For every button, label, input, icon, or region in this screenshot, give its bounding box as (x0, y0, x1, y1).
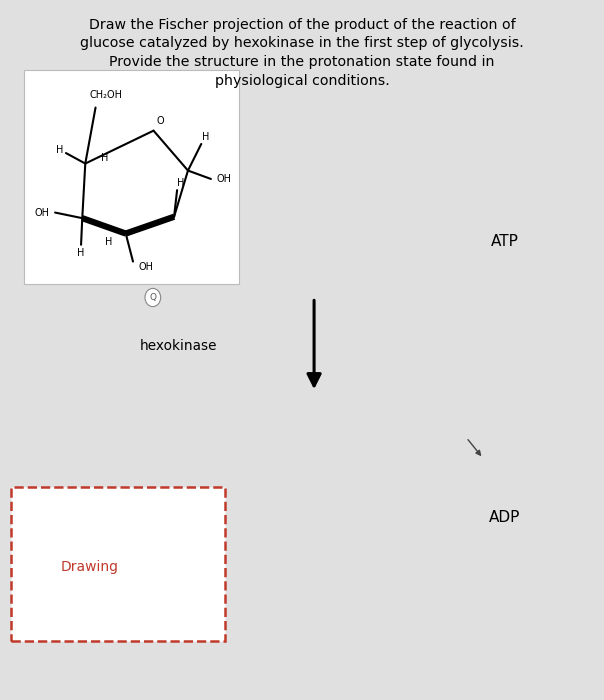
Text: H: H (177, 178, 184, 188)
Text: H: H (77, 248, 85, 258)
Text: H: H (56, 145, 63, 155)
Text: H: H (101, 153, 108, 163)
Text: hexokinase: hexokinase (140, 340, 217, 354)
Text: H: H (202, 132, 210, 142)
Text: ADP: ADP (489, 510, 520, 526)
Text: Q: Q (149, 293, 156, 302)
Text: H: H (104, 237, 112, 247)
Text: CH₂OH: CH₂OH (90, 90, 123, 100)
FancyBboxPatch shape (24, 70, 239, 284)
Bar (11, 486, 225, 640)
Text: ATP: ATP (490, 234, 518, 249)
Text: OH: OH (139, 262, 154, 272)
Text: Drawing: Drawing (60, 560, 118, 574)
Text: Draw the Fischer projection of the product of the reaction of
glucose catalyzed : Draw the Fischer projection of the produ… (80, 18, 524, 88)
Text: O: O (157, 116, 165, 126)
Circle shape (145, 288, 161, 307)
Text: OH: OH (217, 174, 232, 184)
Text: OH: OH (34, 208, 50, 218)
